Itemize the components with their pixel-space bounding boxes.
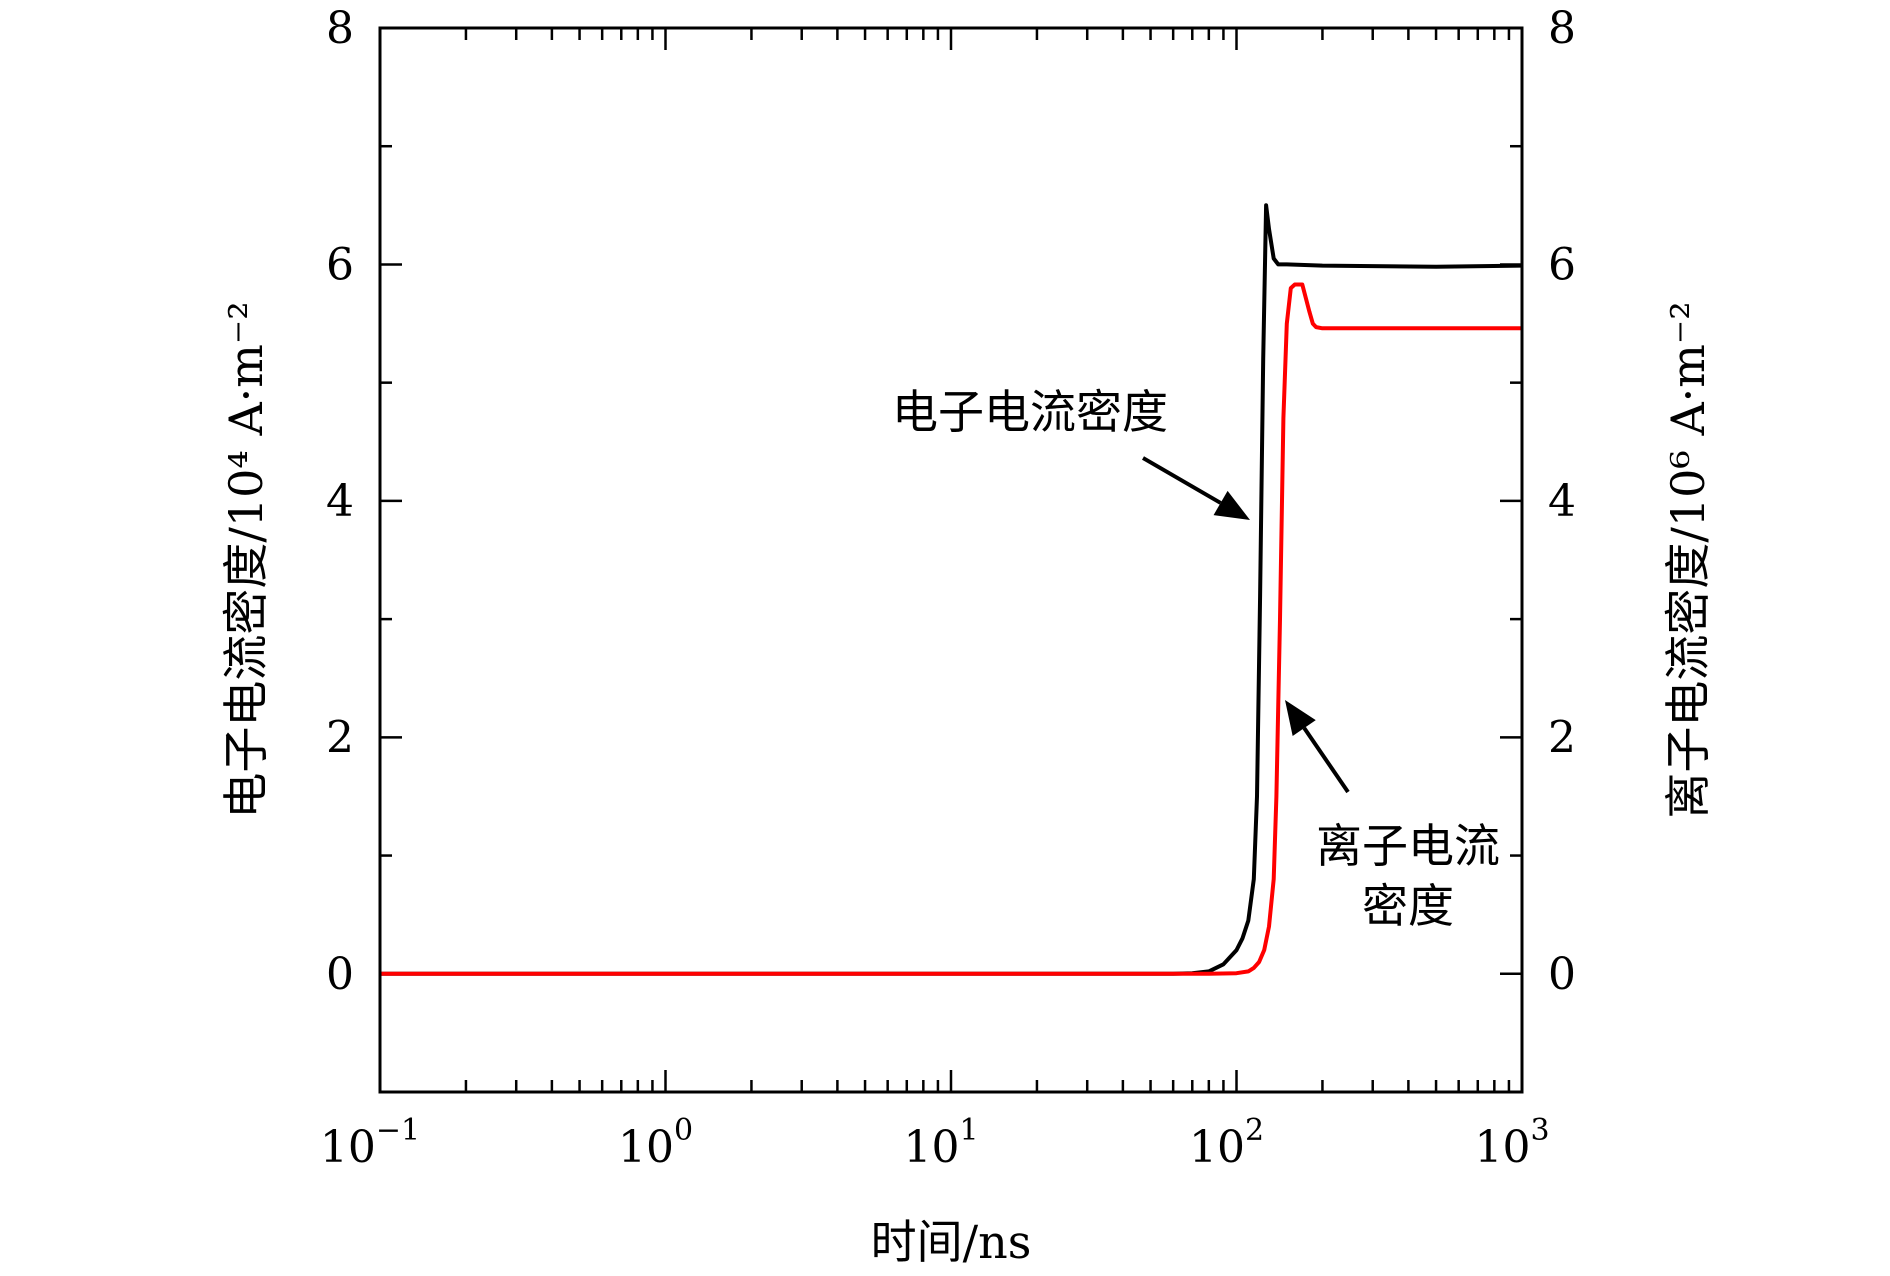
labels-layer: 10−1 100 101 102 103 0 2 4 6 8 0 2 4 6 8 bbox=[320, 3, 1576, 1173]
annotation-electron-text: 电子电流密度 bbox=[892, 385, 1168, 439]
y-tick-label-right: 2 bbox=[1548, 712, 1576, 763]
plot-frame bbox=[378, 26, 1524, 1094]
x-tick-label: 101 bbox=[903, 1113, 978, 1173]
x-tick-label: 102 bbox=[1189, 1113, 1264, 1173]
annotation-ion-text-line1: 离子电流 bbox=[1316, 819, 1500, 873]
y-tick-label-right: 8 bbox=[1548, 3, 1576, 54]
y-tick-label-left: 4 bbox=[326, 476, 354, 527]
annotation-ion-arrow-line bbox=[1302, 726, 1350, 794]
y-tick-label-right: 0 bbox=[1548, 949, 1576, 1000]
x-tick-label: 10−1 bbox=[320, 1113, 420, 1173]
annotation-electron-arrow-line bbox=[1141, 456, 1222, 505]
series-layer bbox=[380, 203, 1523, 976]
y-axis-title-left: 电子电流密度/10⁴ A·m⁻² bbox=[219, 301, 273, 818]
x-tick-label: 100 bbox=[618, 1113, 693, 1173]
annotation-ion-arrowhead bbox=[1285, 700, 1316, 736]
y-tick-label-left: 6 bbox=[326, 239, 354, 290]
annotation-electron-arrowhead bbox=[1213, 490, 1250, 520]
y-tick-label-left: 2 bbox=[326, 712, 354, 763]
x-tick-label: 103 bbox=[1474, 1113, 1549, 1173]
ticks-layer bbox=[378, 26, 1524, 1094]
annotation-ion: 离子电流 密度 bbox=[1285, 700, 1500, 933]
series-line-1 bbox=[380, 282, 1522, 976]
annotation-electron: 电子电流密度 bbox=[892, 385, 1250, 520]
y-tick-label-left: 0 bbox=[326, 949, 354, 1000]
y-tick-label-right: 4 bbox=[1548, 476, 1576, 527]
annotation-ion-text-line2: 密度 bbox=[1362, 879, 1454, 933]
y-axis-title-right: 离子电流密度/10⁶ A·m⁻² bbox=[1661, 301, 1715, 818]
x-axis-title: 时间/ns bbox=[871, 1215, 1032, 1269]
y-tick-label-right: 6 bbox=[1548, 239, 1576, 290]
y-tick-label-left: 8 bbox=[326, 3, 354, 54]
